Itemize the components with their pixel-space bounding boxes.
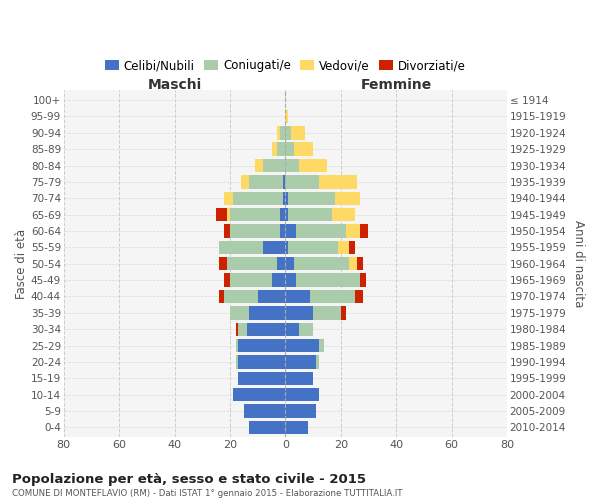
Bar bbox=[291, 126, 305, 140]
Bar bbox=[286, 126, 291, 140]
Bar bbox=[335, 192, 360, 205]
Bar bbox=[341, 306, 346, 320]
Bar bbox=[286, 274, 296, 287]
Bar bbox=[227, 257, 277, 270]
Bar bbox=[219, 290, 224, 303]
Bar bbox=[286, 257, 293, 270]
Bar bbox=[286, 142, 293, 156]
Bar bbox=[283, 192, 286, 205]
Bar bbox=[230, 274, 272, 287]
Bar bbox=[236, 339, 238, 352]
Y-axis label: Anni di nascita: Anni di nascita bbox=[572, 220, 585, 308]
Bar bbox=[230, 306, 250, 320]
Bar bbox=[277, 257, 286, 270]
Bar bbox=[286, 339, 319, 352]
Bar bbox=[280, 208, 286, 222]
Bar bbox=[296, 274, 360, 287]
Bar bbox=[286, 192, 288, 205]
Bar bbox=[250, 175, 283, 188]
Bar bbox=[257, 290, 286, 303]
Text: Femmine: Femmine bbox=[361, 78, 432, 92]
Bar bbox=[263, 159, 286, 172]
Bar bbox=[244, 404, 286, 417]
Bar bbox=[288, 240, 338, 254]
Bar bbox=[277, 126, 280, 140]
Bar bbox=[355, 290, 363, 303]
Bar bbox=[360, 274, 365, 287]
Text: Popolazione per età, sesso e stato civile - 2015: Popolazione per età, sesso e stato civil… bbox=[12, 472, 366, 486]
Bar bbox=[250, 420, 286, 434]
Bar bbox=[272, 142, 277, 156]
Bar bbox=[224, 290, 257, 303]
Bar bbox=[293, 257, 349, 270]
Bar bbox=[313, 306, 341, 320]
Bar bbox=[286, 355, 316, 368]
Bar bbox=[286, 240, 288, 254]
Bar bbox=[216, 208, 227, 222]
Bar bbox=[286, 306, 313, 320]
Bar bbox=[238, 372, 286, 385]
Bar bbox=[286, 175, 319, 188]
Bar bbox=[288, 192, 335, 205]
Bar bbox=[349, 240, 355, 254]
Bar bbox=[280, 126, 286, 140]
Bar bbox=[286, 420, 308, 434]
Bar bbox=[238, 355, 286, 368]
Bar bbox=[272, 274, 286, 287]
Bar bbox=[230, 224, 280, 237]
Bar bbox=[280, 224, 286, 237]
Bar bbox=[224, 224, 230, 237]
Bar bbox=[233, 192, 283, 205]
Bar bbox=[250, 306, 286, 320]
Bar bbox=[286, 208, 288, 222]
Bar bbox=[332, 208, 355, 222]
Bar bbox=[286, 110, 288, 123]
Bar bbox=[238, 339, 286, 352]
Bar bbox=[286, 404, 316, 417]
Bar bbox=[286, 322, 299, 336]
Bar bbox=[360, 224, 368, 237]
Legend: Celibi/Nubili, Coniugati/e, Vedovi/e, Divorziati/e: Celibi/Nubili, Coniugati/e, Vedovi/e, Di… bbox=[100, 54, 471, 77]
Bar bbox=[286, 290, 310, 303]
Bar bbox=[293, 142, 313, 156]
Bar bbox=[296, 224, 346, 237]
Bar bbox=[224, 192, 233, 205]
Bar bbox=[316, 355, 319, 368]
Bar bbox=[255, 159, 263, 172]
Bar bbox=[358, 257, 363, 270]
Bar bbox=[241, 175, 250, 188]
Bar bbox=[227, 208, 230, 222]
Bar bbox=[236, 355, 238, 368]
Bar bbox=[319, 339, 324, 352]
Bar bbox=[219, 240, 263, 254]
Bar bbox=[219, 257, 227, 270]
Bar bbox=[277, 142, 286, 156]
Bar bbox=[224, 274, 230, 287]
Bar bbox=[230, 208, 280, 222]
Bar bbox=[288, 208, 332, 222]
Bar bbox=[247, 322, 286, 336]
Text: COMUNE DI MONTEFLAVIO (RM) - Dati ISTAT 1° gennaio 2015 - Elaborazione TUTTITALI: COMUNE DI MONTEFLAVIO (RM) - Dati ISTAT … bbox=[12, 489, 403, 498]
Bar bbox=[233, 388, 286, 402]
Bar bbox=[338, 240, 349, 254]
Bar bbox=[263, 240, 286, 254]
Bar bbox=[310, 290, 355, 303]
Bar bbox=[238, 322, 247, 336]
Bar bbox=[236, 322, 238, 336]
Bar bbox=[286, 372, 313, 385]
Text: Maschi: Maschi bbox=[148, 78, 202, 92]
Bar bbox=[346, 224, 360, 237]
Y-axis label: Fasce di età: Fasce di età bbox=[15, 228, 28, 299]
Bar bbox=[319, 175, 358, 188]
Bar bbox=[299, 159, 327, 172]
Bar bbox=[286, 224, 296, 237]
Bar bbox=[299, 322, 313, 336]
Bar bbox=[349, 257, 358, 270]
Bar bbox=[286, 388, 319, 402]
Bar bbox=[286, 159, 299, 172]
Bar bbox=[283, 175, 286, 188]
